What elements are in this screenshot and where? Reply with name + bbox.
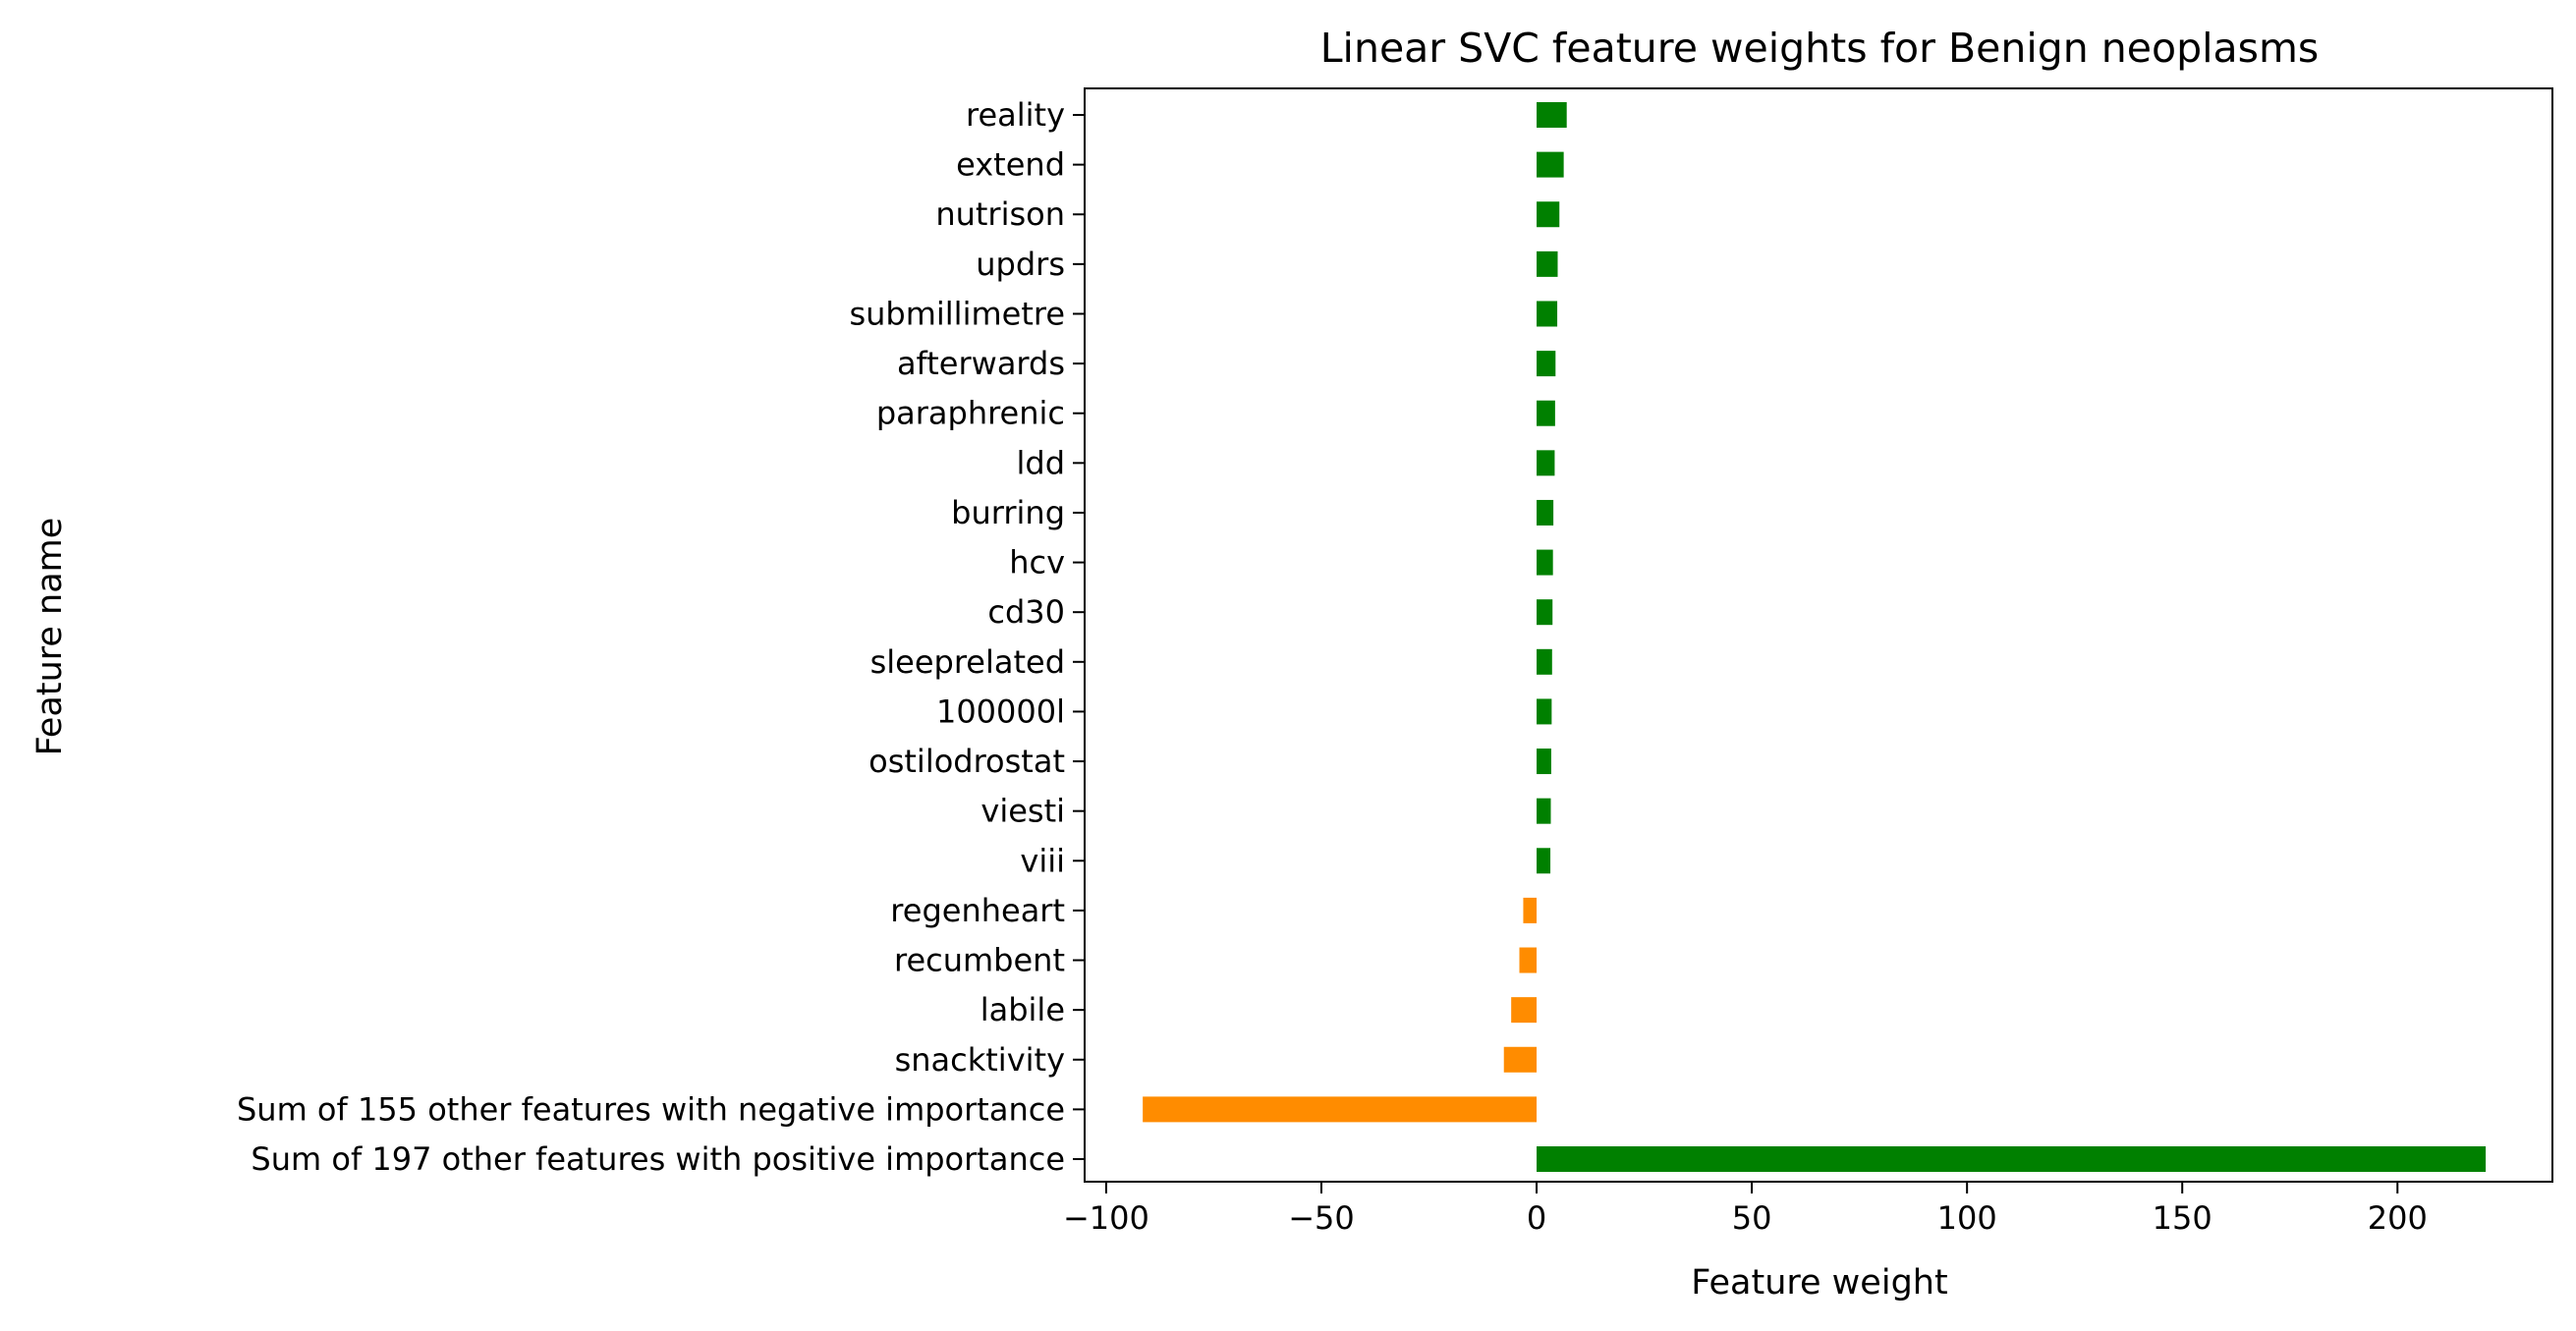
y-tick-label: Sum of 197 other features with positive …: [251, 1140, 1065, 1178]
bar-12: [1537, 698, 1552, 725]
y-tick-label: paraphrenic: [876, 395, 1065, 432]
y-tick-label: hcv: [1009, 544, 1065, 582]
bar-18: [1511, 997, 1538, 1024]
x-tick-label: −100: [1063, 1199, 1149, 1237]
x-axis-label: Feature weight: [1691, 1263, 1947, 1303]
y-tick-label: submillimetre: [849, 295, 1065, 332]
x-tick-label: −50: [1288, 1199, 1355, 1237]
y-axis-ticks: reality extend nutrison updrs submillimetre a…: [237, 96, 1085, 1178]
y-tick-label: 100000l: [936, 693, 1065, 730]
y-tick-label: afterwards: [897, 345, 1065, 382]
y-tick-label: recumbent: [894, 942, 1065, 979]
y-axis-label: Feature name: [30, 518, 70, 756]
bar-20: [1143, 1096, 1538, 1123]
y-tick-label: burring: [951, 494, 1065, 531]
bar-3: [1537, 250, 1558, 277]
bar-9: [1537, 549, 1553, 576]
bar-17: [1519, 947, 1538, 973]
bar-14: [1537, 798, 1551, 824]
bar-6: [1537, 400, 1555, 426]
y-tick-label: viesti: [980, 793, 1065, 830]
y-tick-label: sleeprelated: [870, 643, 1065, 681]
bar-8: [1537, 499, 1554, 526]
bar-0: [1537, 102, 1567, 128]
bar-21: [1537, 1146, 2487, 1172]
y-tick-label: labile: [980, 991, 1065, 1028]
y-tick-label: updrs: [976, 246, 1065, 283]
bar-4: [1537, 301, 1558, 327]
y-tick-label: snacktivity: [895, 1041, 1065, 1079]
x-tick-label: 50: [1732, 1199, 1772, 1237]
y-tick-label: Sum of 155 other features with negative …: [237, 1090, 1065, 1128]
y-tick-label: reality: [966, 96, 1065, 134]
y-tick-label: extend: [956, 146, 1065, 184]
bar-5: [1537, 351, 1556, 377]
y-tick-label: ostilodrostat: [868, 743, 1065, 780]
bar-1: [1537, 151, 1564, 178]
bar-19: [1503, 1046, 1538, 1073]
x-tick-label: 200: [2368, 1199, 2428, 1237]
bar-13: [1537, 749, 1551, 775]
bar-2: [1537, 201, 1560, 228]
bar-16: [1523, 897, 1538, 923]
y-tick-label: nutrison: [935, 195, 1065, 233]
chart-title: Linear SVC feature weights for Benign ne…: [1320, 25, 2320, 72]
bar-10: [1537, 599, 1553, 626]
y-tick-label: viii: [1020, 842, 1065, 879]
x-tick-label: 150: [2153, 1199, 2212, 1237]
y-tick-label: cd30: [987, 593, 1065, 631]
bar-11: [1537, 648, 1552, 675]
y-tick-label: regenheart: [890, 892, 1065, 929]
y-tick-label: ldd: [1016, 444, 1065, 481]
x-axis-ticks: −100 −50 0 50 100 150 200: [1063, 1182, 2428, 1237]
x-tick-label: 0: [1527, 1199, 1546, 1237]
bar-15: [1537, 848, 1551, 874]
bars-layer: [1143, 102, 2487, 1172]
x-tick-label: 100: [1937, 1199, 1997, 1237]
plot-frame: [1084, 87, 2553, 1183]
bar-7: [1537, 450, 1555, 476]
